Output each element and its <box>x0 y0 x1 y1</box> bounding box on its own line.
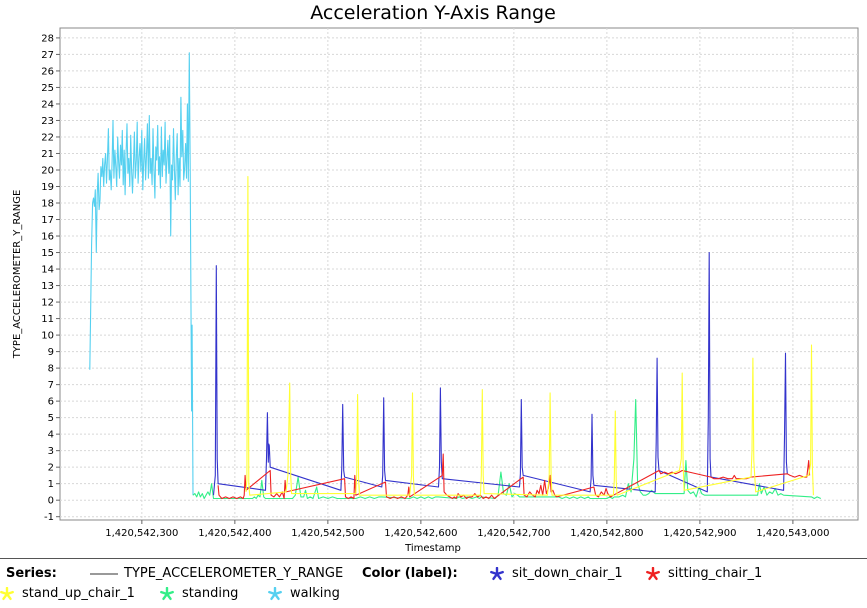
y-tick-label: 12 <box>41 298 54 309</box>
legend-entry-label: sitting_chair_1 <box>668 566 763 581</box>
y-tick-label: 2 <box>48 463 54 474</box>
y-tick-label: 18 <box>41 199 54 210</box>
legend-star-icon <box>0 586 14 600</box>
series-line-stand-up-chair-1 <box>245 176 814 496</box>
legend-series-label: Series: <box>6 566 57 581</box>
plot-area <box>59 27 859 521</box>
y-tick-label: 6 <box>48 397 54 408</box>
series-layer <box>89 52 822 500</box>
y-tick-label: 3 <box>48 446 54 457</box>
y-tick-label: 5 <box>48 413 54 424</box>
y-tick-label: 26 <box>41 66 54 77</box>
legend-entry-walking: walking <box>268 586 340 601</box>
legend: Series: TYPE_ACCELEROMETER_Y_RANGE Color… <box>0 558 867 608</box>
y-tick-label: 1 <box>48 479 54 490</box>
y-tick-label: 15 <box>41 248 54 259</box>
legend-entry-label: standing <box>182 586 239 601</box>
legend-line-swatch <box>90 572 118 575</box>
y-tick-label: 20 <box>41 165 54 176</box>
x-tick-label: 1,420,542,800 <box>570 528 643 539</box>
legend-entry-sitting-chair: sitting_chair_1 <box>646 566 762 581</box>
y-tick-label: 27 <box>41 50 54 61</box>
y-tick-label: 13 <box>41 281 54 292</box>
y-tick-label: 4 <box>48 430 54 441</box>
legend-star-icon <box>490 566 504 580</box>
y-axis-label: TYPE_ACCELEROMETER_Y_RANGE <box>12 190 23 360</box>
y-tick-label: 19 <box>41 182 54 193</box>
legend-entry-stand-up-chair: stand_up_chair_1 <box>0 586 135 601</box>
series-line-walking <box>89 52 194 496</box>
x-tick-label: 1,420,542,900 <box>663 528 736 539</box>
series-line-sitting-chair-1 <box>217 453 811 500</box>
legend-entry-label: stand_up_chair_1 <box>22 586 135 601</box>
y-tick-label: 11 <box>41 314 54 325</box>
legend-entry-sit-down-chair: sit_down_chair_1 <box>490 566 623 581</box>
legend-star-icon <box>646 566 660 580</box>
y-tick-label: 8 <box>48 364 54 375</box>
legend-series-name: TYPE_ACCELEROMETER_Y_RANGE <box>124 566 344 581</box>
chart: Acceleration Y-Axis Range -1012345678910… <box>12 2 859 554</box>
y-tick-label: 25 <box>41 83 54 94</box>
x-tick-label: 1,420,542,400 <box>198 528 271 539</box>
legend-star-icon <box>160 586 174 600</box>
x-tick-label: 1,420,542,300 <box>105 528 178 539</box>
legend-star-icon <box>268 586 282 600</box>
y-axis-ticks: -101234567891011121314151617181920212223… <box>41 33 60 523</box>
x-tick-label: 1,420,542,600 <box>384 528 457 539</box>
y-tick-label: 9 <box>48 347 54 358</box>
y-tick-label: 28 <box>41 33 54 44</box>
x-tick-label: 1,420,542,500 <box>291 528 364 539</box>
legend-color-label: Color (label): <box>362 566 458 581</box>
y-tick-label: 17 <box>41 215 54 226</box>
x-tick-label: 1,420,542,700 <box>477 528 550 539</box>
legend-entry-standing: standing <box>160 586 238 601</box>
grid <box>60 28 858 520</box>
y-tick-label: 23 <box>41 116 54 127</box>
legend-series-entry: TYPE_ACCELEROMETER_Y_RANGE <box>90 566 343 581</box>
y-tick-label: 21 <box>41 149 54 160</box>
legend-entry-label: sit_down_chair_1 <box>512 566 623 581</box>
chart-title: Acceleration Y-Axis Range <box>310 2 556 24</box>
y-tick-label: 24 <box>41 99 54 110</box>
y-tick-label: -1 <box>44 512 54 523</box>
y-tick-label: 10 <box>41 331 54 342</box>
y-tick-label: 0 <box>48 496 54 507</box>
y-tick-label: 22 <box>41 132 54 143</box>
y-tick-label: 16 <box>41 232 54 243</box>
series-line-sit-down-chair-1 <box>212 251 788 496</box>
y-tick-label: 7 <box>48 380 54 391</box>
x-tick-label: 1,420,543,000 <box>756 528 829 539</box>
x-axis-ticks: 1,420,542,300 1,420,542,400 1,420,542,500 1… <box>105 520 829 539</box>
legend-entry-label: walking <box>290 586 340 601</box>
y-tick-label: 14 <box>41 265 54 276</box>
x-axis-label: Timestamp <box>404 543 461 554</box>
